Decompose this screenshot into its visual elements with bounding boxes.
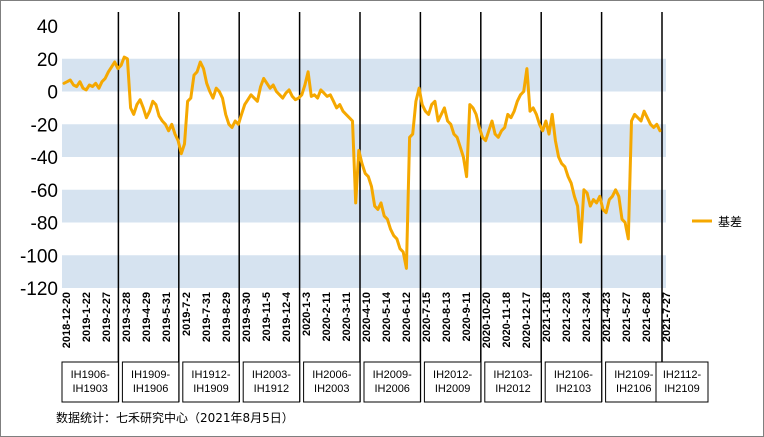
x-tick-label: 2021-3-24 — [581, 291, 593, 342]
x-tick-label: 2019-7-2 — [181, 292, 193, 336]
x-tick-label: 2020-1-3 — [301, 292, 313, 336]
contract-box — [655, 361, 709, 403]
x-tick-label: 2020-4-10 — [361, 292, 373, 342]
contract-label: IH2009 — [435, 383, 470, 395]
x-tick-label: 2021-6-28 — [641, 292, 653, 342]
contract-label: IH2006- — [312, 369, 351, 381]
legend: 基差 — [692, 215, 742, 229]
contract-label: IH2103- — [493, 369, 532, 381]
x-tick-label: 2020-3-11 — [341, 292, 353, 342]
legend-label: 基差 — [718, 215, 742, 229]
contract-box — [484, 361, 542, 403]
x-tick-label: 2021-5-27 — [621, 292, 633, 342]
x-tick-label: 2020-2-11 — [321, 292, 333, 342]
y-tick-label: -60 — [31, 181, 58, 202]
x-tick-label: 2019-4-29 — [141, 292, 153, 342]
series-line-basis — [62, 55, 662, 270]
grid-band — [62, 58, 666, 92]
x-tick-label: 2019-1-22 — [81, 292, 93, 342]
x-tick-label: 2021-7-27 — [661, 292, 673, 342]
x-tick-label: 2019-9-30 — [241, 292, 253, 342]
y-tick-label: -80 — [31, 214, 58, 235]
x-tick-label: 2019-11-5 — [261, 292, 273, 342]
contract-box — [423, 361, 482, 403]
x-tick-label: 2020-9-11 — [461, 292, 473, 342]
contract-divider-lines — [117, 12, 663, 402]
x-tick-label: 2019-5-31 — [161, 292, 173, 342]
x-tick-label: 2020-6-12 — [401, 292, 413, 342]
y-axis-tick-labels: 40 20 0 -20 -40 -60 -80 -100 -120 — [20, 17, 58, 300]
contract-label: IH2009- — [373, 369, 412, 381]
contract-label: IH2109- — [614, 369, 653, 381]
y-tick-label: 20 — [37, 50, 58, 71]
y-tick-label: -100 — [20, 246, 58, 267]
contract-label: IH2003- — [252, 369, 291, 381]
contract-label: IH2006 — [374, 383, 409, 395]
contract-box — [605, 361, 663, 403]
contract-box — [303, 361, 361, 403]
contract-label: IH2012- — [433, 369, 472, 381]
x-tick-label: 2021-4-23 — [601, 292, 613, 342]
contract-label: IH2109 — [664, 383, 699, 395]
x-tick-label: 2020-8-13 — [441, 292, 453, 342]
y-tick-label: -40 — [31, 148, 58, 169]
x-tick-label: 2019-3-28 — [121, 292, 133, 342]
x-tick-label: 2020-7-15 — [421, 292, 433, 342]
series-group — [62, 55, 662, 270]
grid-band — [62, 255, 666, 288]
contract-box — [544, 361, 603, 403]
x-tick-label: 2019-2-27 — [101, 292, 113, 342]
x-axis-tick-labels: 2018-12-20 2019-1-22 2019-2-27 2019-3-28 201… — [61, 291, 673, 348]
x-tick-label: 2020-12-17 — [521, 292, 533, 348]
gridline-bands — [62, 58, 666, 288]
contract-label: IH2003 — [314, 383, 349, 395]
x-tick-label: 2018-12-20 — [61, 292, 73, 348]
contract-label: IH1912 — [254, 383, 289, 395]
data-source-note: 数据统计：七禾研究中心（2021年8月5日） — [56, 410, 294, 425]
contract-label: IH1903 — [72, 383, 107, 395]
x-tick-label: 2021-1-18 — [541, 292, 553, 342]
y-tick-label: -20 — [31, 115, 58, 136]
contract-box — [121, 361, 180, 403]
contract-box — [182, 361, 240, 403]
x-tick-label: 2019-8-29 — [221, 292, 233, 342]
contract-box — [61, 361, 119, 403]
contract-label: IH2106 — [616, 383, 651, 395]
x-tick-label: 2020-11-18 — [501, 292, 513, 348]
contract-label: IH2012 — [495, 383, 530, 395]
contract-labels: IH1906- IH1903 IH1909- IH1906 IH1912- IH1909 I… — [61, 361, 709, 403]
y-tick-label: 0 — [47, 83, 58, 104]
contract-label: IH1912- — [191, 369, 230, 381]
x-tick-label: 2019-7-31 — [201, 292, 213, 342]
x-tick-label: 2021-2-23 — [561, 292, 573, 342]
y-tick-label: -120 — [20, 279, 58, 300]
contract-label: IH2112- — [663, 369, 702, 381]
contract-label: IH1909 — [193, 383, 228, 395]
x-tick-label: 2019-12-4 — [281, 291, 293, 342]
y-tick-label: 40 — [37, 17, 58, 38]
contract-box — [242, 361, 301, 403]
contract-label: IH1909- — [131, 369, 170, 381]
x-tick-label: 2020-5-14 — [381, 291, 393, 342]
contract-label: IH1906- — [71, 369, 110, 381]
contract-box — [363, 361, 421, 403]
x-tick-label: 2020-10-20 — [481, 292, 493, 348]
contract-label: IH2103 — [556, 383, 591, 395]
grid-band — [62, 124, 666, 157]
grid-band — [62, 189, 666, 223]
contract-label: IH1906 — [133, 383, 168, 395]
contract-label: IH2106- — [554, 369, 593, 381]
